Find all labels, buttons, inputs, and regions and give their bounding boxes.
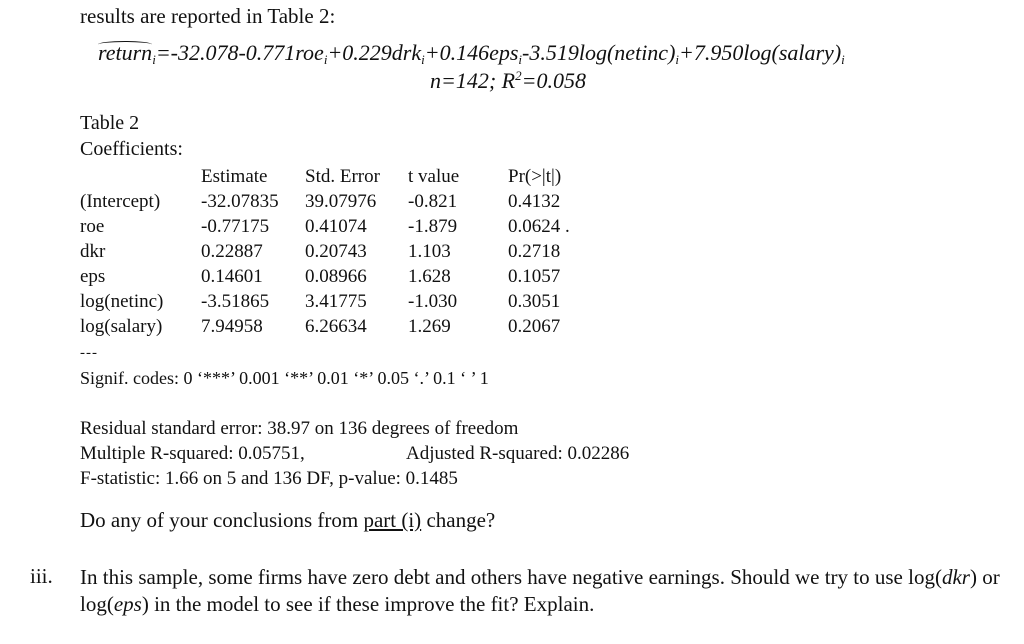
column-header: t value (408, 165, 460, 187)
table-cell: -3.51865 (201, 290, 270, 312)
table-cell: 1.269 (408, 315, 451, 337)
table-cell: 0.1057 (508, 265, 561, 287)
multiple-r-squared: Multiple R-squared: 0.05751, (80, 443, 305, 464)
table-cell: roe (80, 215, 105, 237)
table-row: roe -0.77175 0.41074 -1.879 0.0624 . (80, 214, 628, 239)
equation-term: -3.519log(netinc) (522, 40, 676, 65)
equation-stats: n=142; R2=0.058 (430, 68, 586, 94)
table-cell: 0.2718 (508, 240, 561, 262)
separator-dashes: --- (80, 345, 98, 361)
stats-superscript: 2 (515, 68, 522, 83)
table-cell: 0.4132 (508, 190, 561, 212)
table-cell: -1.030 (408, 290, 458, 312)
question-prefix: Do any of your conclusions from (80, 508, 364, 532)
table-cell: -1.879 (408, 215, 458, 237)
table-cell: log(netinc) (80, 290, 164, 312)
table-cell: -0.77175 (201, 215, 270, 237)
table-cell: 0.20743 (305, 240, 367, 262)
equation-term: +0.229drk (327, 40, 422, 65)
stats-suffix: =0.058 (521, 68, 586, 93)
equation-subscript: i (421, 52, 425, 67)
adjusted-r-squared: Adjusted R-squared: 0.02286 (406, 443, 630, 464)
table-cell: 1.628 (408, 265, 451, 287)
table-cell: 1.103 (408, 240, 451, 262)
stats-prefix: n=142; R (430, 68, 516, 93)
table-row: (Intercept) -32.07835 39.07976 -0.821 0.… (80, 189, 628, 214)
table-cell: log(salary) (80, 315, 163, 337)
table-cell: 3.41775 (305, 290, 367, 312)
signif-codes: Signif. codes: 0 ‘***’ 0.001 ‘**’ 0.01 ‘… (80, 368, 489, 388)
coefficients-table: Estimate Std. Error t value Pr(>|t|) (In… (80, 164, 628, 339)
table-cell: (Intercept) (80, 190, 161, 212)
equation-term: +7.950log(salary) (679, 40, 842, 65)
residual-standard-error: Residual standard error: 38.97 on 136 de… (80, 418, 519, 439)
intro-text: results are reported in Table 2: (80, 4, 336, 28)
coefficients-title: Coefficients: (80, 138, 183, 160)
regression-equation: returni=-32.078-0.771roei+0.229drki+0.14… (98, 40, 845, 68)
column-header (80, 164, 201, 189)
equation-subscript: i (675, 52, 680, 67)
item-text: In this sample, some firms have zero deb… (80, 564, 1010, 618)
equation-term: =-32.078-0.771roe (155, 40, 324, 65)
column-header: Pr(>|t|) (508, 165, 562, 187)
table-cell: 0.3051 (508, 290, 561, 312)
table-row: log(salary) 7.94958 6.26634 1.269 0.2067 (80, 314, 628, 339)
table-cell: 39.07976 (305, 190, 377, 212)
table-header-row: Estimate Std. Error t value Pr(>|t|) (80, 164, 628, 189)
column-header: Std. Error (305, 165, 380, 187)
table-cell: 0.0624 . (508, 215, 570, 237)
variable-eps: eps (113, 592, 142, 616)
f-statistic: F-statistic: 1.66 on 5 and 136 DF, p-val… (80, 468, 458, 489)
table-row: eps 0.14601 0.08966 1.628 0.1057 (80, 264, 628, 289)
column-header: Estimate (201, 165, 268, 187)
variable-dkr: dkr (941, 565, 970, 589)
table-cell: 7.94958 (201, 315, 263, 337)
equation-lhs: return (98, 40, 153, 65)
equation-subscript: i (841, 52, 845, 67)
table-cell: 0.41074 (305, 215, 367, 237)
equation-term: +0.146eps (424, 40, 519, 65)
table-title: Table 2 (80, 112, 140, 134)
table-cell: -0.821 (408, 190, 458, 212)
question-text: Do any of your conclusions from part (i)… (80, 508, 495, 533)
part-i-link[interactable]: part (i) (363, 508, 422, 532)
table-cell: dkr (80, 240, 106, 262)
equation-subscript: i (152, 52, 156, 67)
equation-subscript: i (518, 52, 523, 67)
table-cell: 0.2067 (508, 315, 561, 337)
table-cell: 6.26634 (305, 315, 367, 337)
table-cell: eps (80, 265, 106, 287)
question-suffix: change? (421, 508, 496, 532)
item-text-part: In this sample, some firms have zero deb… (80, 565, 942, 589)
table-cell: 0.14601 (201, 265, 263, 287)
item-text-part: ) in the model to see if these improve t… (141, 592, 595, 616)
table-cell: 0.08966 (305, 265, 367, 287)
equation-subscript: i (323, 52, 328, 67)
item-text-part: ) or log( (80, 565, 1000, 616)
table-cell: 0.22887 (201, 240, 263, 262)
item-number: iii. (30, 564, 53, 588)
table-row: log(netinc) -3.51865 3.41775 -1.030 0.30… (80, 289, 628, 314)
table-cell: -32.07835 (201, 190, 279, 212)
table-row: dkr 0.22887 0.20743 1.103 0.2718 (80, 239, 628, 264)
